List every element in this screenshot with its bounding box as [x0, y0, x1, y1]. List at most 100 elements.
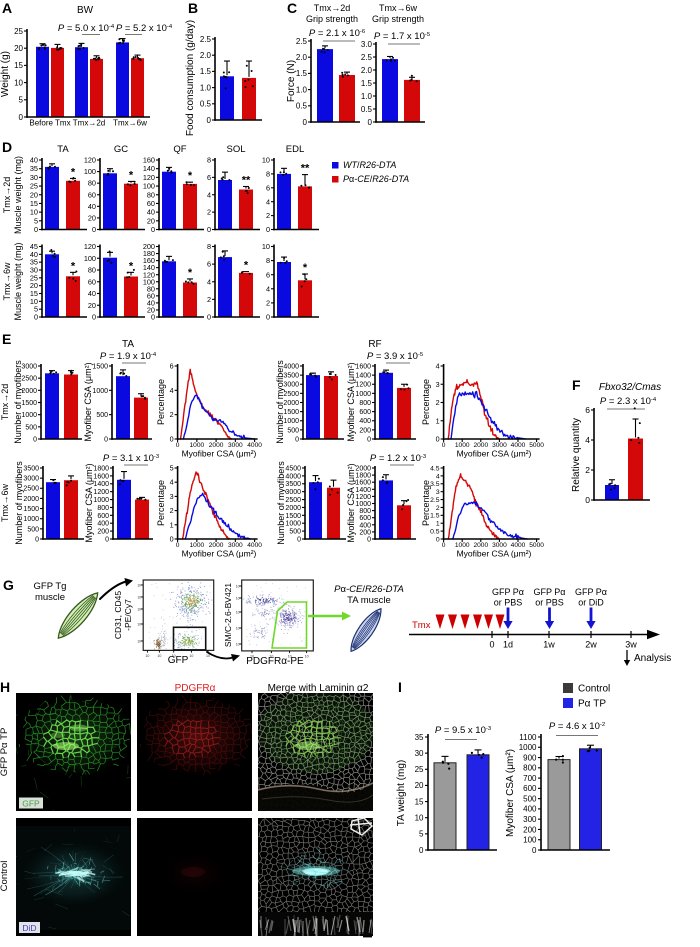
svg-text:Tmx→2d: Tmx→2d: [314, 3, 351, 13]
svg-text:4: 4: [585, 435, 590, 445]
svg-text:GC: GC: [114, 144, 128, 155]
svg-text:0: 0: [442, 542, 446, 549]
svg-text:Percentage: Percentage: [421, 480, 431, 526]
svg-text:1w: 1w: [543, 640, 555, 650]
svg-text:TA muscle: TA muscle: [347, 595, 391, 606]
svg-text:1000: 1000: [285, 521, 301, 528]
svg-text:muscle: muscle: [35, 592, 65, 603]
svg-text:I: I: [398, 679, 402, 695]
svg-text:4000: 4000: [283, 363, 299, 370]
svg-text:**: **: [242, 174, 251, 186]
svg-text:GFP Pα: GFP Pα: [492, 587, 524, 597]
svg-text:900: 900: [523, 753, 537, 762]
svg-text:180: 180: [143, 249, 155, 258]
svg-text:1000: 1000: [355, 501, 371, 508]
svg-text:1.0: 1.0: [200, 83, 212, 92]
svg-text:100: 100: [84, 167, 96, 176]
svg-text:3000: 3000: [283, 382, 299, 389]
svg-text:500: 500: [25, 424, 37, 431]
svg-text:80: 80: [147, 190, 155, 199]
svg-text:3000: 3000: [23, 476, 39, 483]
svg-text:3: 3: [436, 489, 440, 496]
svg-text:60: 60: [147, 291, 155, 300]
svg-text:1000: 1000: [190, 542, 205, 549]
svg-text:2: 2: [170, 506, 174, 515]
svg-text:4: 4: [207, 190, 211, 199]
svg-text:4500: 4500: [285, 465, 301, 472]
svg-text:5: 5: [34, 305, 38, 314]
svg-text:500: 500: [289, 529, 301, 536]
svg-text:160: 160: [143, 156, 155, 165]
svg-text:PDGFRα-PE: PDGFRα-PE: [246, 656, 304, 667]
svg-text:*: *: [188, 267, 193, 279]
svg-text:1.0: 1.0: [296, 85, 308, 94]
svg-text:P = 5.0 x 10-4: P = 5.0 x 10-4: [58, 23, 115, 34]
svg-text:100: 100: [523, 836, 537, 845]
svg-text:300: 300: [523, 815, 537, 824]
svg-text:2000: 2000: [473, 442, 488, 449]
svg-text:10: 10: [262, 156, 270, 165]
svg-text:WT/R26-DTA: WT/R26-DTA: [343, 160, 396, 170]
svg-text:Before Tmx: Before Tmx: [29, 119, 70, 128]
svg-text:1800: 1800: [355, 473, 371, 480]
svg-text:Myofiber CSA (μm²): Myofiber CSA (μm²): [505, 749, 516, 837]
svg-text:140: 140: [143, 164, 155, 173]
svg-text:100: 100: [84, 254, 96, 263]
svg-text:500: 500: [287, 427, 299, 434]
svg-text:Myofiber CSA (μm²): Myofiber CSA (μm²): [457, 449, 532, 459]
svg-text:BW: BW: [77, 5, 94, 16]
svg-text:Control: Control: [0, 861, 10, 892]
svg-text:-PE/Cy7: -PE/Cy7: [123, 599, 133, 631]
svg-text:0: 0: [105, 536, 109, 543]
svg-text:Weight (g): Weight (g): [0, 51, 11, 97]
svg-text:0: 0: [436, 536, 440, 543]
svg-text:2.5: 2.5: [361, 53, 373, 62]
svg-text:10: 10: [30, 297, 38, 306]
svg-text:0: 0: [176, 442, 180, 449]
svg-text:F: F: [572, 377, 581, 393]
svg-text:10: 10: [236, 585, 240, 589]
svg-text:120: 120: [84, 242, 96, 251]
svg-text:0.5: 0.5: [430, 528, 440, 535]
svg-text:Muscle weight (mg): Muscle weight (mg): [13, 242, 23, 320]
svg-text:4: 4: [266, 197, 270, 206]
svg-text:4.5: 4.5: [430, 465, 440, 472]
svg-text:3000: 3000: [228, 442, 243, 449]
svg-text:0: 0: [92, 225, 96, 234]
svg-text:0: 0: [266, 225, 270, 234]
svg-text:1500: 1500: [283, 409, 299, 416]
svg-text:160: 160: [143, 256, 155, 265]
svg-text:2500: 2500: [285, 497, 301, 504]
svg-text:10: 10: [30, 208, 38, 217]
svg-text:3.5: 3.5: [430, 481, 440, 488]
svg-text:*: *: [244, 260, 249, 272]
svg-text:10: 10: [137, 623, 141, 627]
svg-text:Tmx→6w: Tmx→6w: [379, 3, 418, 13]
svg-text:35: 35: [30, 164, 38, 173]
svg-text:600: 600: [359, 515, 371, 522]
svg-text:Myofiber CSA (μm²): Myofiber CSA (μm²): [457, 549, 532, 559]
svg-text:2000: 2000: [285, 505, 301, 512]
svg-text:1.5: 1.5: [430, 513, 440, 520]
svg-text:E: E: [2, 331, 11, 347]
svg-text:40: 40: [147, 208, 155, 217]
svg-text:1400: 1400: [355, 373, 371, 380]
svg-text:3000: 3000: [21, 363, 37, 370]
svg-text:EDL: EDL: [286, 144, 304, 155]
svg-text:Tmx→2d: Tmx→2d: [73, 119, 105, 128]
svg-text:B: B: [188, 0, 198, 16]
svg-text:1000: 1000: [23, 516, 39, 523]
svg-text:P = 1.2 x 10-3: P = 1.2 x 10-3: [370, 453, 427, 464]
svg-text:200: 200: [97, 529, 109, 536]
svg-text:2000: 2000: [21, 388, 37, 395]
svg-text:10: 10: [415, 814, 424, 823]
svg-text:15: 15: [30, 199, 38, 208]
svg-text:1600: 1600: [93, 473, 109, 480]
svg-text:10: 10: [206, 654, 210, 658]
svg-text:1000: 1000: [21, 412, 37, 419]
svg-text:600: 600: [359, 409, 371, 416]
svg-text:1000: 1000: [455, 442, 470, 449]
svg-text:0.5: 0.5: [296, 102, 308, 111]
svg-text:2000: 2000: [473, 542, 488, 549]
svg-text:2.5: 2.5: [430, 497, 440, 504]
